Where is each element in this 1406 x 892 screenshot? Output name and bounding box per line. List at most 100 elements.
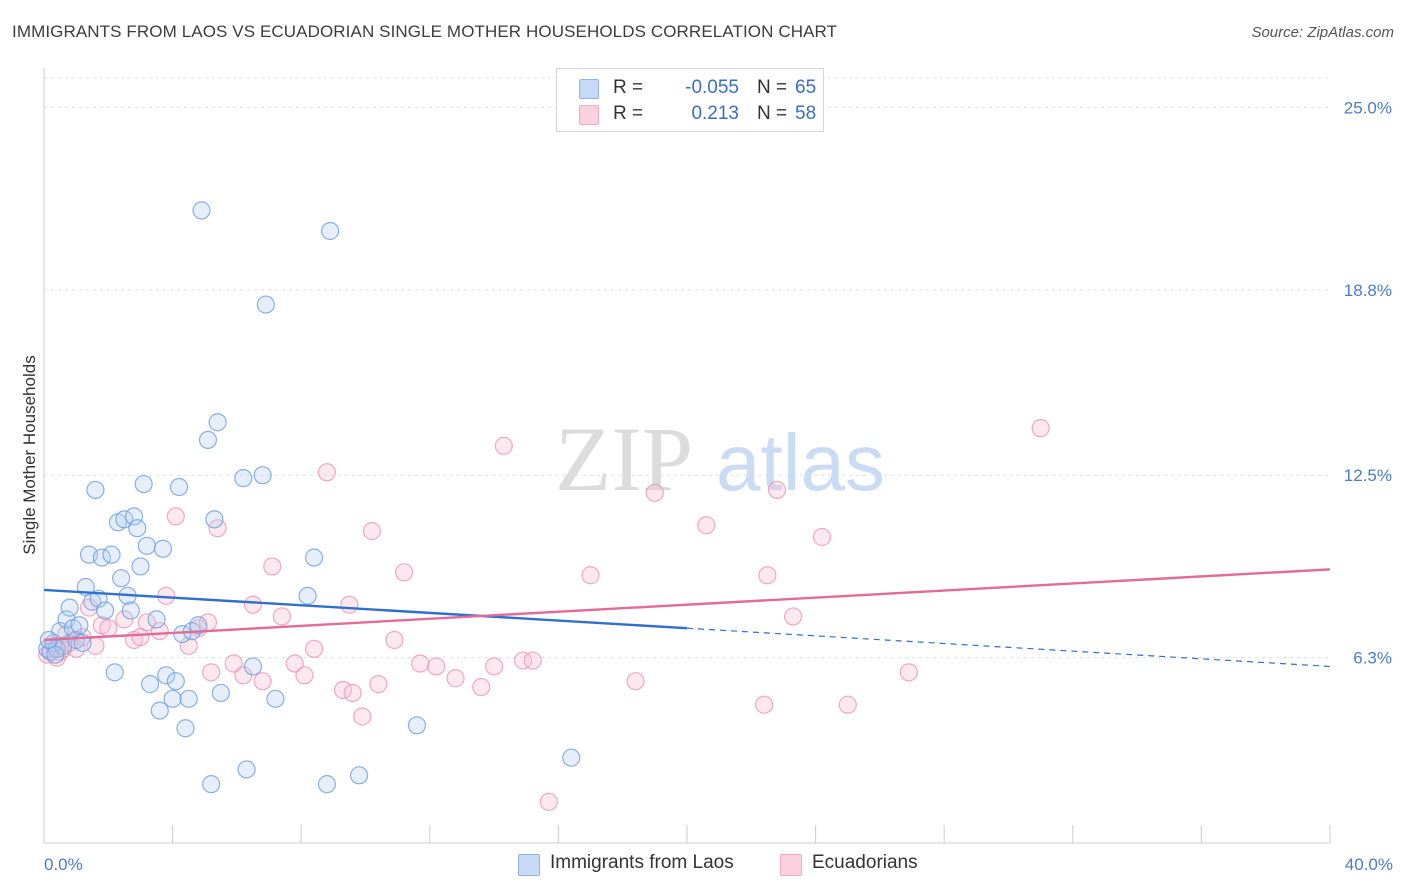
bottom-legend-swatch-ecuadorians <box>780 854 802 876</box>
point-laos <box>112 569 131 588</box>
point-laos <box>95 601 115 620</box>
point-laos <box>189 616 208 635</box>
gridlines <box>44 77 1330 659</box>
trend-line-laos-dashed <box>686 627 1331 668</box>
point-laos <box>202 775 221 794</box>
point-laos <box>407 716 427 735</box>
point-ecuadorians <box>202 663 221 682</box>
point-laos <box>256 295 275 314</box>
point-ecuadorians <box>385 630 404 650</box>
legend-r-value: 0.213 <box>691 103 739 124</box>
trend-lines <box>43 568 1331 668</box>
point-laos <box>137 536 156 555</box>
point-ecuadorians <box>343 683 362 703</box>
legend-swatch-laos <box>579 79 599 99</box>
point-ecuadorians <box>783 607 803 626</box>
point-laos <box>169 477 189 497</box>
point-laos <box>157 666 176 685</box>
point-ecuadorians <box>899 663 918 682</box>
point-laos <box>134 474 153 494</box>
watermark-atlas: atlas <box>716 418 885 507</box>
point-ecuadorians <box>394 563 414 582</box>
point-laos <box>304 548 324 567</box>
point-laos <box>70 616 89 635</box>
point-laos <box>163 689 182 708</box>
point-ecuadorians <box>513 651 533 670</box>
y-axis-title: Single Mother Households <box>20 355 39 554</box>
tick-labels: 6.3% 12.5% 18.8% 25.0% 0.0% 40.0% <box>44 98 1393 874</box>
point-laos <box>179 689 198 708</box>
trend-line-laos <box>43 588 688 630</box>
point-ecuadorians <box>99 619 118 638</box>
point-laos <box>208 413 227 432</box>
point-laos <box>176 719 195 738</box>
point-laos <box>105 663 124 682</box>
legend-n-value: 65 <box>795 77 817 98</box>
point-ecuadorians <box>317 463 337 482</box>
point-laos <box>124 507 144 526</box>
point-laos <box>243 657 263 676</box>
legend-swatch-ecuadorians <box>579 105 599 125</box>
point-ecuadorians <box>304 639 324 658</box>
point-laos <box>46 645 65 664</box>
point-laos <box>253 466 272 485</box>
point-ecuadorians <box>179 636 198 655</box>
point-laos <box>86 480 105 500</box>
point-ecuadorians <box>758 566 777 585</box>
point-ecuadorians <box>581 566 600 585</box>
point-ecuadorians <box>224 654 243 673</box>
watermark-zip: ZIP <box>555 408 693 510</box>
point-ecuadorians <box>369 675 388 694</box>
point-ecuadorians <box>626 672 645 691</box>
point-ecuadorians <box>523 651 542 670</box>
y-tick-label: 12.5% <box>1344 466 1392 485</box>
point-ecuadorians <box>362 522 382 541</box>
legend-r-label: R = <box>613 103 644 124</box>
point-ecuadorians <box>340 595 359 614</box>
point-ecuadorians <box>539 792 558 811</box>
point-laos <box>562 748 581 767</box>
point-ecuadorians <box>812 527 832 547</box>
point-ecuadorians <box>755 695 774 714</box>
point-laos <box>234 469 253 488</box>
point-laos <box>298 586 317 605</box>
legend-n-label: N = <box>757 103 788 124</box>
bottom-legend-label-ecuadorians: Ecuadorians <box>812 852 918 873</box>
point-ecuadorians <box>472 677 491 697</box>
bottom-legend-swatch-laos <box>518 854 540 876</box>
point-ecuadorians <box>253 672 272 691</box>
point-laos <box>131 557 150 576</box>
watermark: ZIP atlas <box>555 408 885 510</box>
point-ecuadorians <box>697 516 716 535</box>
legend-n-value: 58 <box>795 103 817 124</box>
point-laos <box>150 701 169 720</box>
point-laos <box>153 539 173 558</box>
stats-legend: R = -0.055 N = 65 R = 0.213 N = 58 <box>556 68 824 132</box>
x-tick-label: 40.0% <box>1345 855 1393 874</box>
point-ecuadorians <box>263 557 282 576</box>
point-laos <box>147 610 166 629</box>
legend-r-value: -0.055 <box>685 77 739 98</box>
point-ecuadorians <box>485 657 504 676</box>
bottom-legend-label-laos: Immigrants from Laos <box>550 852 734 873</box>
trend-line-ecuadorians <box>43 568 1331 642</box>
point-ecuadorians <box>645 483 664 502</box>
point-laos <box>237 760 256 779</box>
data-points <box>38 201 1050 811</box>
point-laos <box>121 601 140 620</box>
legend-r-label: R = <box>613 77 644 98</box>
legend-n-label: N = <box>757 77 788 98</box>
point-ecuadorians <box>272 607 292 626</box>
point-ecuadorians <box>295 666 314 685</box>
axes <box>43 68 1331 844</box>
y-tick-label: 25.0% <box>1344 98 1392 117</box>
point-ecuadorians <box>166 507 185 526</box>
source-label: Source: ZipAtlas.com <box>1251 24 1394 41</box>
point-laos <box>321 221 340 241</box>
point-ecuadorians <box>427 657 446 676</box>
point-laos <box>102 545 121 564</box>
point-laos <box>205 510 224 529</box>
point-laos <box>211 683 230 703</box>
point-ecuadorians <box>411 654 430 673</box>
